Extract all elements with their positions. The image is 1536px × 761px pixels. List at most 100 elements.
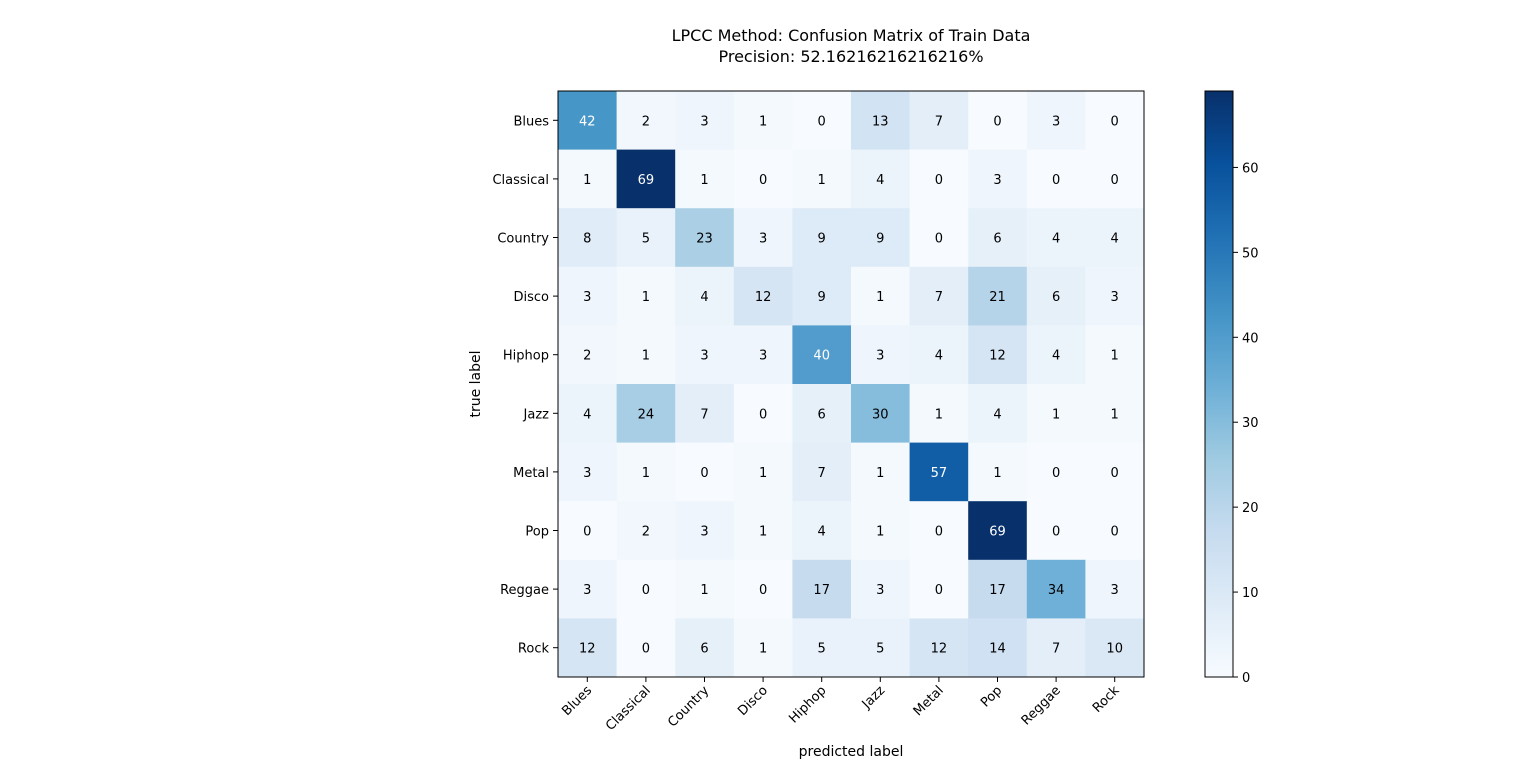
heatmap-cell — [1026, 618, 1086, 678]
cell-value-label: 0 — [935, 232, 943, 247]
heatmap-cell — [616, 559, 676, 619]
heatmap-cell — [851, 266, 911, 326]
heatmap-cell — [968, 149, 1028, 209]
heatmap-cell — [675, 384, 735, 444]
heatmap-cell — [733, 208, 793, 268]
heatmap-cell — [558, 325, 618, 385]
cell-value-label: 1 — [1052, 407, 1060, 422]
heatmap-cell — [851, 325, 911, 385]
cell-value-label: 12 — [931, 642, 948, 657]
cell-value-label: 0 — [759, 407, 767, 422]
cell-value-label: 24 — [638, 407, 655, 422]
y-tick-label: Reggae — [500, 583, 549, 598]
heatmap-cell — [851, 208, 911, 268]
heatmap-cell — [1026, 266, 1086, 326]
cell-value-label: 1 — [642, 290, 650, 305]
cell-value-label: 1 — [759, 466, 767, 481]
y-tick-label: Hiphop — [503, 349, 549, 364]
cell-value-label: 42 — [579, 114, 596, 129]
cell-value-label: 3 — [583, 466, 591, 481]
heatmap-cell — [616, 266, 676, 326]
cell-value-label: 1 — [876, 290, 884, 305]
cell-value-label: 6 — [993, 232, 1001, 247]
heatmap-cell — [1026, 442, 1086, 502]
heatmap-cell — [675, 266, 735, 326]
heatmap-cell — [675, 618, 735, 678]
heatmap-cell — [909, 442, 969, 502]
heatmap-cell — [558, 501, 618, 561]
cell-value-label: 2 — [642, 525, 650, 540]
heatmap-cell — [616, 384, 676, 444]
cell-value-label: 4 — [1052, 232, 1060, 247]
cell-value-label: 1 — [759, 114, 767, 129]
cell-value-labels: 42 2 3 1 0 13 7 0 3 01 69 1 0 1 4 0 3 0 08 5 23 3 9 9 0 6 4 43 1 4 12 9… — [579, 114, 1123, 656]
cell-value-label: 17 — [813, 583, 830, 598]
cell-value-label: 40 — [813, 349, 830, 364]
x-tick-label: Jazz — [859, 683, 888, 712]
colorbar-tick-label: 50 — [1242, 246, 1259, 261]
cell-value-label: 3 — [759, 232, 767, 247]
cell-value-label: 7 — [1052, 642, 1060, 657]
cell-value-label: 9 — [818, 290, 826, 305]
cell-value-label: 1 — [642, 466, 650, 481]
heatmap-cell — [1085, 559, 1145, 619]
cell-value-label: 1 — [935, 407, 943, 422]
heatmap-cell — [792, 501, 852, 561]
heatmap-cell — [558, 618, 618, 678]
cell-value-label: 0 — [1111, 466, 1119, 481]
heatmap-cell — [968, 384, 1028, 444]
cell-value-label: 0 — [1111, 525, 1119, 540]
x-tick-label: Disco — [735, 683, 771, 719]
cell-value-label: 1 — [759, 525, 767, 540]
cell-value-label: 9 — [818, 232, 826, 247]
heatmap-cell — [909, 91, 969, 151]
heatmap-cell — [558, 266, 618, 326]
cell-value-label: 7 — [700, 407, 708, 422]
heatmap-cell — [558, 91, 618, 151]
cell-value-label: 4 — [1052, 349, 1060, 364]
x-tick-label: Hiphop — [786, 683, 829, 726]
cell-value-label: 13 — [872, 114, 889, 129]
y-axis: Blues Classical Country Disco Hiphop Jazz Meta… — [492, 114, 558, 657]
cell-value-label: 6 — [818, 407, 826, 422]
heatmap-cell — [1085, 149, 1145, 209]
heatmap-cell — [851, 559, 911, 619]
y-tick-label: Pop — [525, 525, 549, 540]
cell-value-label: 3 — [993, 173, 1001, 188]
heatmap-cell — [909, 559, 969, 619]
heatmap-cell — [851, 91, 911, 151]
heatmap-cell — [616, 325, 676, 385]
heatmap-cell — [1085, 91, 1145, 151]
colorbar-tick-label: 10 — [1242, 586, 1259, 601]
heatmap-cell — [558, 442, 618, 502]
cell-value-label: 12 — [755, 290, 772, 305]
cell-value-label: 0 — [818, 114, 826, 129]
heatmap-cell — [733, 384, 793, 444]
cell-value-label: 3 — [700, 114, 708, 129]
cell-value-label: 1 — [759, 642, 767, 657]
heatmap-cell — [616, 442, 676, 502]
heatmap-cell — [968, 618, 1028, 678]
heatmap-cell — [675, 442, 735, 502]
x-axis-label: predicted label — [799, 744, 904, 760]
x-axis: Blues Classical Country Disco Hiphop Jazz Meta… — [559, 677, 1123, 734]
x-tick-label: Classical — [603, 683, 654, 734]
heatmap-cell — [792, 442, 852, 502]
heatmap-cell — [851, 501, 911, 561]
heatmap-cell — [675, 208, 735, 268]
heatmap-cell — [558, 559, 618, 619]
heatmap-cell — [968, 325, 1028, 385]
heatmap-cell — [909, 501, 969, 561]
cell-value-label: 0 — [1052, 525, 1060, 540]
heatmap-cell — [851, 149, 911, 209]
y-tick-label: Disco — [514, 290, 550, 305]
heatmap-cell — [968, 91, 1028, 151]
cell-value-label: 69 — [638, 173, 655, 188]
cell-value-label: 23 — [696, 232, 713, 247]
y-tick-label: Jazz — [523, 407, 550, 422]
cell-value-label: 0 — [759, 173, 767, 188]
heatmap-cell — [792, 91, 852, 151]
cell-value-label: 1 — [583, 173, 591, 188]
cell-value-label: 3 — [583, 583, 591, 598]
heatmap-cell — [1026, 149, 1086, 209]
